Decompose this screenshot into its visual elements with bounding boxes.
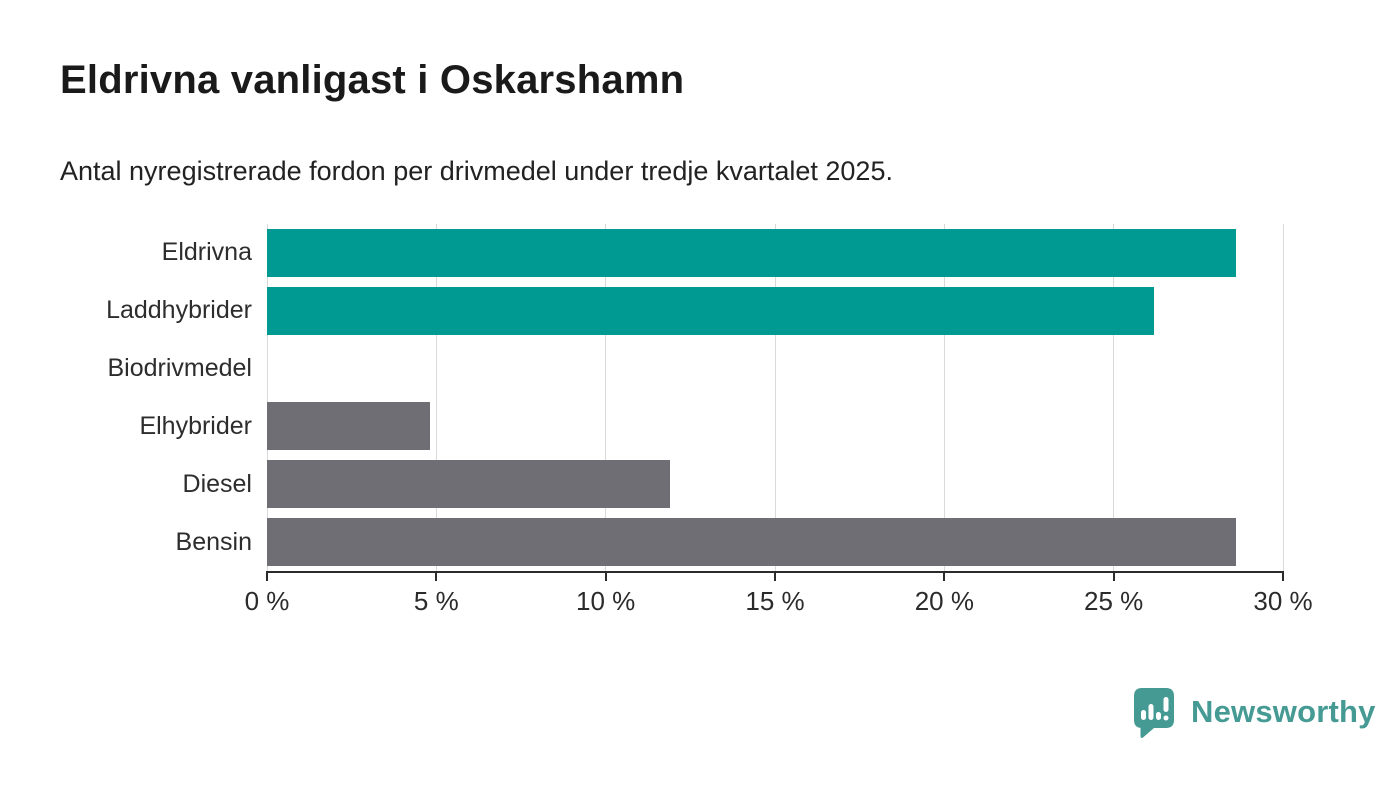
gridline bbox=[435, 224, 437, 571]
axis-tick-label: 30 % bbox=[1253, 586, 1313, 616]
plot-area bbox=[266, 224, 1284, 571]
axis-tick bbox=[1112, 571, 1115, 581]
axis-tick bbox=[1282, 571, 1284, 581]
gridline bbox=[1282, 224, 1284, 571]
category-label-diesel: Diesel bbox=[182, 469, 252, 498]
bar-eldrivna bbox=[267, 228, 1236, 277]
brand-footer: Newsworthy bbox=[1130, 687, 1376, 738]
gridline bbox=[1113, 224, 1115, 571]
axis-tick bbox=[943, 571, 946, 581]
category-label-column: Eldrivna Laddhybrider Biodrivmedel Elhybrid… bbox=[0, 224, 252, 571]
chart-title: Eldrivna vanligast i Oskarshamn bbox=[60, 58, 685, 102]
bar-diesel bbox=[267, 460, 670, 509]
brand-name: Newsworthy bbox=[1191, 694, 1376, 729]
chart-subtitle: Antal nyregistrerade fordon per drivmede… bbox=[60, 156, 893, 186]
axis-tick bbox=[774, 571, 776, 581]
gridline bbox=[943, 224, 945, 571]
bar-elhybrider bbox=[267, 402, 430, 451]
axis-tick bbox=[435, 571, 438, 581]
axis-tick-label: 15 % bbox=[745, 586, 805, 616]
gridline bbox=[605, 224, 607, 571]
category-label-biodrivmedel: Biodrivmedel bbox=[107, 354, 252, 383]
axis-tick-label: 0 % bbox=[244, 586, 290, 616]
category-label-elhybrider: Elhybrider bbox=[139, 411, 252, 440]
category-label-eldrivna: Eldrivna bbox=[161, 238, 252, 267]
bar-laddhybrider bbox=[267, 286, 1155, 335]
axis-tick-label: 25 % bbox=[1084, 586, 1144, 616]
bar-bensin bbox=[267, 518, 1236, 567]
category-label-laddhybrider: Laddhybrider bbox=[106, 296, 252, 325]
axis-tick bbox=[266, 571, 268, 581]
axis-tick-label: 5 % bbox=[413, 586, 459, 616]
axis-tick-label: 20 % bbox=[914, 586, 974, 616]
gridline bbox=[774, 224, 776, 571]
newsworthy-logo-icon bbox=[1134, 688, 1174, 738]
axis-tick-label: 10 % bbox=[576, 586, 636, 616]
category-label-bensin: Bensin bbox=[175, 527, 252, 556]
x-axis: 0 % 5 % 10 % 15 % 20 % 25 % 30 % bbox=[0, 571, 1400, 621]
axis-tick bbox=[604, 571, 607, 581]
gridline bbox=[266, 224, 268, 571]
